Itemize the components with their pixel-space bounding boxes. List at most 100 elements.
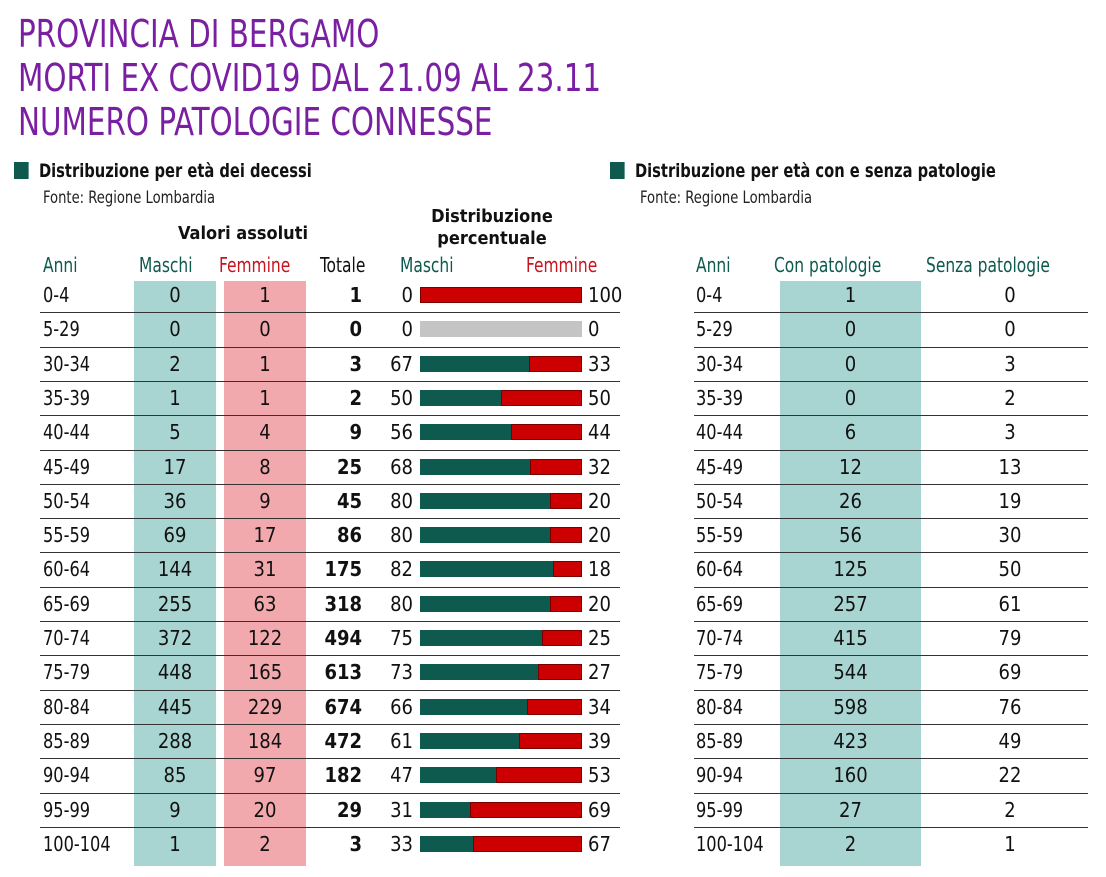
- con-patologie-value: 423: [833, 728, 868, 753]
- row-divider: [694, 552, 1088, 554]
- row-divider: [40, 758, 620, 760]
- col-header-senza-patologie: Senza patologie: [926, 253, 1050, 277]
- row-divider: [40, 312, 620, 314]
- bar-femmine: [473, 835, 582, 852]
- senza-patologie-value: 2: [1004, 797, 1016, 822]
- pct-femmine-value: 20: [588, 523, 611, 548]
- row-divider: [694, 346, 1088, 348]
- table-row: 95-99 27 2: [0, 793, 1100, 827]
- title-line-1: PROVINCIA DI BERGAMO: [18, 12, 380, 56]
- maschi-value: 1: [169, 831, 181, 856]
- row-divider: [40, 552, 620, 554]
- maschi-value: 1: [169, 385, 181, 410]
- bar-maschi: [420, 801, 470, 818]
- maschi-value: 445: [157, 694, 193, 719]
- table-row: 0-4 0 1 1 0 100: [0, 278, 622, 312]
- maschi-value: 36: [163, 488, 187, 513]
- age-label: 40-44: [43, 420, 91, 445]
- table-row: 100-104 1 2 3 33 67: [0, 827, 620, 861]
- pct-femmine-value: 27: [588, 660, 611, 685]
- age-label: 85-89: [696, 728, 744, 753]
- row-divider: [694, 723, 1088, 725]
- bar-maschi: [420, 664, 538, 681]
- pct-maschi-value: 68: [390, 454, 413, 479]
- maschi-value: 0: [169, 317, 181, 342]
- femmine-value: 2: [259, 831, 271, 856]
- table-row: 70-74 372 122 494 75 25: [0, 621, 620, 655]
- table-row: 60-64 125 50: [0, 552, 1100, 586]
- maschi-value: 9: [169, 797, 181, 822]
- con-patologie-value: 598: [833, 694, 868, 719]
- table-row: 100-104 2 1: [0, 827, 1100, 861]
- age-label: 100-104: [43, 831, 111, 856]
- totale-value: 25: [336, 454, 362, 479]
- pct-femmine-value: 44: [588, 420, 611, 445]
- bar-femmine: [529, 355, 582, 372]
- femmine-value: 20: [253, 797, 277, 822]
- age-label: 50-54: [43, 488, 91, 513]
- totale-value: 494: [324, 626, 362, 650]
- age-label: 95-99: [696, 797, 744, 822]
- pct-femmine-value: 67: [588, 831, 611, 856]
- maschi-value: 69: [163, 523, 187, 548]
- row-divider: [694, 586, 1088, 588]
- pct-maschi-value: 67: [390, 351, 413, 376]
- age-label: 65-69: [43, 591, 91, 616]
- table-row: 50-54 26 19: [0, 484, 1100, 518]
- con-patologie-value: 0: [844, 385, 857, 410]
- senza-patologie-value: 49: [998, 728, 1022, 753]
- age-label: 55-59: [696, 523, 744, 548]
- bar-maschi: [420, 732, 519, 749]
- age-label: 50-54: [696, 488, 744, 513]
- bar-femmine: [496, 767, 582, 784]
- femmine-value: 165: [247, 660, 283, 685]
- bar-femmine: [420, 287, 582, 303]
- table-row: 0-4 1 0: [0, 278, 1100, 312]
- left-source: Fonte: Regione Lombardia: [43, 188, 216, 208]
- col-header-con-patologie: Con patologie: [774, 253, 882, 277]
- senza-patologie-value: 19: [998, 488, 1022, 513]
- pct-femmine-value: 100: [588, 283, 623, 307]
- age-label: 75-79: [43, 660, 91, 685]
- totale-value: 182: [324, 763, 362, 788]
- con-patologie-value: 125: [833, 557, 868, 582]
- pct-femmine-value: 69: [588, 797, 611, 822]
- pct-femmine-value: 53: [588, 763, 611, 788]
- col-header-femmine: Femmine: [219, 253, 291, 277]
- con-patologie-value: 0: [844, 317, 857, 342]
- row-divider: [40, 586, 620, 588]
- con-patologie-value: 2: [844, 831, 857, 856]
- pct-femmine-value: 32: [588, 454, 611, 479]
- age-label: 5-29: [43, 317, 80, 342]
- row-divider: [40, 655, 620, 657]
- pct-femmine-value: 20: [588, 591, 611, 616]
- bar-femmine: [550, 492, 582, 509]
- femmine-value: 0: [259, 317, 271, 342]
- senza-patologie-value: 1: [1004, 831, 1016, 856]
- row-divider: [694, 380, 1088, 382]
- totale-value: 472: [324, 728, 362, 753]
- age-label: 0-4: [696, 283, 723, 307]
- row-divider: [694, 518, 1088, 520]
- bar-femmine: [538, 664, 582, 681]
- age-label: 35-39: [696, 385, 744, 410]
- age-label: 45-49: [43, 454, 91, 479]
- row-divider: [40, 483, 620, 485]
- table-row: 65-69 257 61: [0, 587, 1100, 621]
- con-patologie-value: 0: [844, 351, 857, 376]
- totale-value: 3: [349, 831, 362, 856]
- bar-maschi: [420, 698, 527, 715]
- table-row: 30-34 2 1 3 67 33: [0, 347, 620, 381]
- totale-value: 45: [336, 488, 362, 513]
- bar-maschi: [420, 835, 473, 852]
- pct-maschi-value: 73: [390, 660, 413, 685]
- pct-maschi-value: 0: [401, 317, 413, 342]
- row-divider: [694, 689, 1088, 691]
- table-row: 55-59 69 17 86 80 20: [0, 518, 620, 552]
- pct-maschi-value: 0: [401, 283, 413, 307]
- senza-patologie-value: 13: [998, 454, 1022, 479]
- femmine-value: 31: [253, 557, 277, 582]
- age-label: 30-34: [696, 351, 744, 376]
- group-header-absolute: Valori assoluti: [177, 223, 309, 244]
- femmine-value: 229: [247, 694, 283, 719]
